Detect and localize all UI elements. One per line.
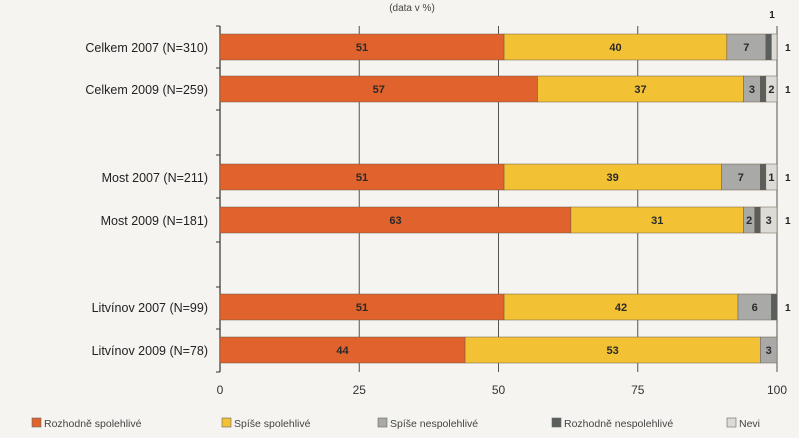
value-label-3-1: 31 [651,215,663,227]
x-tick-label-75: 75 [631,383,645,397]
bar-2-2 [721,163,761,191]
x-axis-ticks: 0 25 50 75 100 [217,383,788,397]
legend-label-4: Nevi [739,418,760,430]
legend-swatch-2 [377,417,388,428]
bar-4-3 [771,293,778,321]
side-label-0: 1 [785,43,791,54]
side-label-4: 1 [785,303,791,314]
legend-swatch-3 [551,417,562,428]
category-label-5: Litvínov 2009 (N=78) [92,344,208,358]
legend: Rozhodně spolehlivé Spíše spolehlivé Spíše… [31,417,760,430]
value-label-1-0: 57 [373,84,385,96]
value-label-0-1: 40 [609,42,621,54]
value-label-2-2: 7 [738,172,744,184]
x-tick-label-25: 25 [353,383,367,397]
category-label-2: Most 2007 (N=211) [102,171,208,185]
legend-swatch-4 [726,417,737,428]
value-label-2-4: 1 [768,172,774,184]
bar-3-3 [754,206,761,234]
value-label-2-0: 51 [356,172,368,184]
legend-label-1: Spíše spolehlivé [234,418,311,430]
bar-2-4 [765,163,778,191]
bar-0-3 [765,33,772,61]
value-label-3-0: 63 [389,215,401,227]
value-label-2-1: 39 [607,172,619,184]
legend-label-2: Spíše nespolehlivé [390,418,478,430]
legend-swatch-0 [31,417,42,428]
bar-5-1 [464,336,761,364]
bars-group: 51 40 7 157 37 3 2 151 39 7 1 163 31 2 3 151 42 6 144 53 31 [219,10,791,364]
x-tick-label-0: 0 [217,383,224,397]
bar-3-0 [219,206,572,234]
bar-5-0 [219,336,466,364]
value-label-1-2: 3 [749,84,755,96]
value-label-5-0: 44 [336,345,349,357]
bar-1-4 [765,75,778,103]
value-label-3-4: 3 [766,215,772,227]
side-label-2: 1 [785,173,791,184]
x-tick-label-100: 100 [767,383,787,397]
bar-4-1 [503,293,739,321]
bar-3-1 [570,206,744,234]
value-label-0-2: 7 [743,42,749,54]
value-label-0-0: 51 [356,42,368,54]
bar-1-1 [537,75,744,103]
x-tick-label-50: 50 [492,383,506,397]
value-label-4-1: 42 [615,302,627,314]
bar-2-3 [760,163,767,191]
bar-2-1 [503,163,722,191]
category-labels: Celkem 2007 (N=310) Celkem 2009 (N=259) Mo… [85,41,208,358]
side-label-1: 1 [785,85,791,96]
bar-0-2 [726,33,767,61]
value-label-4-2: 6 [752,302,758,314]
top-label: 1 [769,10,775,21]
legend-label-0: Rozhodně spolehlivé [44,418,142,430]
bar-5-2 [760,336,778,364]
chart-subtitle: (data v %) [389,3,435,14]
bar-4-2 [737,293,772,321]
bar-3-4 [760,206,778,234]
value-label-5-1: 53 [607,345,619,357]
value-label-3-2: 2 [746,215,752,227]
category-label-1: Celkem 2009 (N=259) [85,83,208,97]
legend-label-3: Rozhodně nespolehlivé [564,418,673,430]
value-label-1-4: 2 [768,84,774,96]
value-label-5-2: 3 [766,345,772,357]
value-label-4-0: 51 [356,302,368,314]
category-label-3: Most 2009 (N=181) [101,214,208,228]
bar-1-3 [760,75,767,103]
category-label-0: Celkem 2007 (N=310) [85,41,208,55]
bar-2-0 [219,163,505,191]
bar-4-0 [219,293,505,321]
side-label-3: 1 [785,216,791,227]
bar-0-4 [771,33,778,61]
category-label-4: Litvínov 2007 (N=99) [92,301,208,315]
legend-swatch-1 [221,417,232,428]
value-label-1-1: 37 [634,84,646,96]
